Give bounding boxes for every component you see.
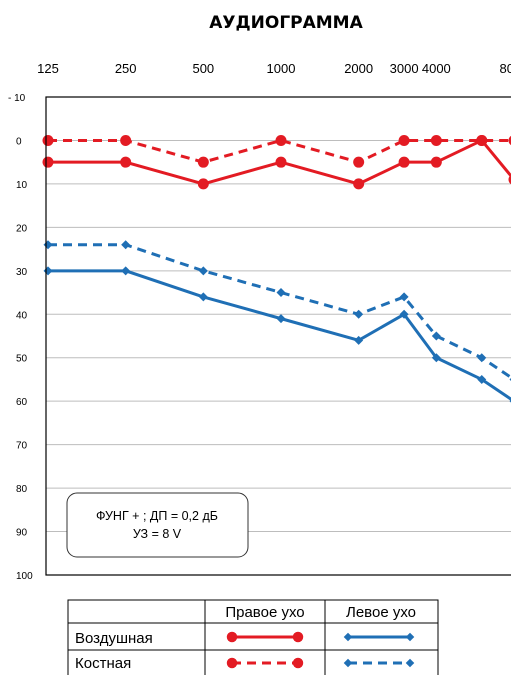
series-layer	[42, 134, 511, 403]
data-point-left-bone	[354, 309, 364, 319]
data-point-left-bone	[276, 288, 286, 298]
data-point-right-bone	[508, 135, 511, 146]
y-tick-label: 60	[16, 397, 28, 408]
x-tick-label: 250	[115, 61, 137, 76]
legend-marker	[343, 658, 353, 668]
data-point-right-air	[42, 156, 54, 168]
legend-marker	[226, 657, 238, 669]
y-tick-label: 10	[16, 180, 28, 191]
data-point-right-air	[275, 156, 287, 168]
data-point-left-bone	[198, 266, 208, 276]
x-tick-label: 3000	[390, 61, 419, 76]
legend-marker	[292, 657, 304, 669]
annotation-box: ФУНГ + ; ДП = 0,2 дБ УЗ = 8 V	[66, 492, 249, 558]
data-point-right-bone	[476, 134, 488, 146]
data-point-right-air	[353, 178, 365, 190]
data-point-left-bone	[477, 353, 487, 363]
data-point-right-air	[398, 156, 410, 168]
y-tick-label: 80	[16, 484, 28, 495]
x-tick-label: 4000	[422, 61, 451, 76]
data-point-right-air	[197, 178, 209, 190]
y-tick-label: 20	[16, 223, 28, 234]
data-point-left-air	[477, 374, 487, 384]
data-point-left-air	[399, 309, 409, 319]
legend-marker	[405, 658, 415, 668]
data-point-left-bone	[399, 292, 409, 302]
x-tick-label: 125	[37, 61, 59, 76]
grid-lines	[46, 139, 511, 533]
data-point-left-air	[43, 266, 53, 276]
y-tick-label: - 10	[8, 93, 26, 104]
x-tick-label: 500	[192, 61, 214, 76]
x-tick-label: 8000	[500, 61, 511, 76]
legend-marker	[226, 631, 238, 643]
series-right-bone	[42, 134, 511, 168]
annotation-line-1: ФУНГ + ; ДП = 0,2 дБ	[96, 509, 218, 523]
y-tick-label: 0	[16, 136, 22, 147]
annotation-line-2: УЗ = 8 V	[133, 527, 182, 541]
y-tick-label: 100	[16, 571, 33, 582]
y-tick-label: 40	[16, 310, 28, 321]
data-point-left-air	[276, 314, 286, 324]
chart-title: АУДИОГРАММА	[209, 13, 363, 33]
data-point-left-air	[198, 292, 208, 302]
data-point-right-air	[120, 156, 132, 168]
series-left-bone	[43, 240, 511, 381]
series-left-air	[43, 266, 511, 403]
data-point-left-air	[121, 266, 131, 276]
data-point-right-bone	[353, 156, 365, 168]
legend-marker	[292, 631, 304, 643]
legend-table: Правое ухо Левое ухо Воздушная Костная	[67, 599, 439, 675]
y-tick-label: 70	[16, 441, 28, 452]
data-point-left-bone	[121, 240, 131, 250]
y-tick-labels: - 10 0 10 20 30 40 50 60 70 80 90 100	[8, 93, 33, 582]
legend-row-air-label: Воздушная	[75, 630, 153, 647]
data-point-left-bone	[431, 331, 441, 341]
data-point-right-air	[430, 156, 442, 168]
data-point-right-bone	[398, 134, 410, 146]
data-point-left-air	[431, 353, 441, 363]
legend-marker	[405, 632, 415, 642]
data-point-left-bone	[43, 240, 53, 250]
legend-swatches	[226, 631, 415, 669]
data-point-right-bone	[197, 156, 209, 168]
data-point-left-air	[354, 335, 364, 345]
y-tick-label: 50	[16, 354, 28, 365]
data-point-right-bone	[275, 134, 287, 146]
legend-header-left-ear: Левое ухо	[346, 604, 416, 621]
y-tick-label: 90	[16, 528, 28, 539]
y-tick-label: 30	[16, 267, 28, 278]
annotation-frame	[66, 492, 249, 558]
legend-header-right-ear: Правое ухо	[225, 604, 304, 621]
plot-frame	[45, 96, 511, 576]
data-point-right-bone	[430, 134, 442, 146]
legend-marker	[343, 632, 353, 642]
data-point-right-air	[508, 174, 511, 185]
legend-row-bone-label: Костная	[75, 655, 131, 672]
data-point-right-bone	[120, 134, 132, 146]
x-tick-label: 1000	[267, 61, 296, 76]
data-point-right-bone	[42, 134, 54, 146]
x-tick-label: 2000	[344, 61, 373, 76]
